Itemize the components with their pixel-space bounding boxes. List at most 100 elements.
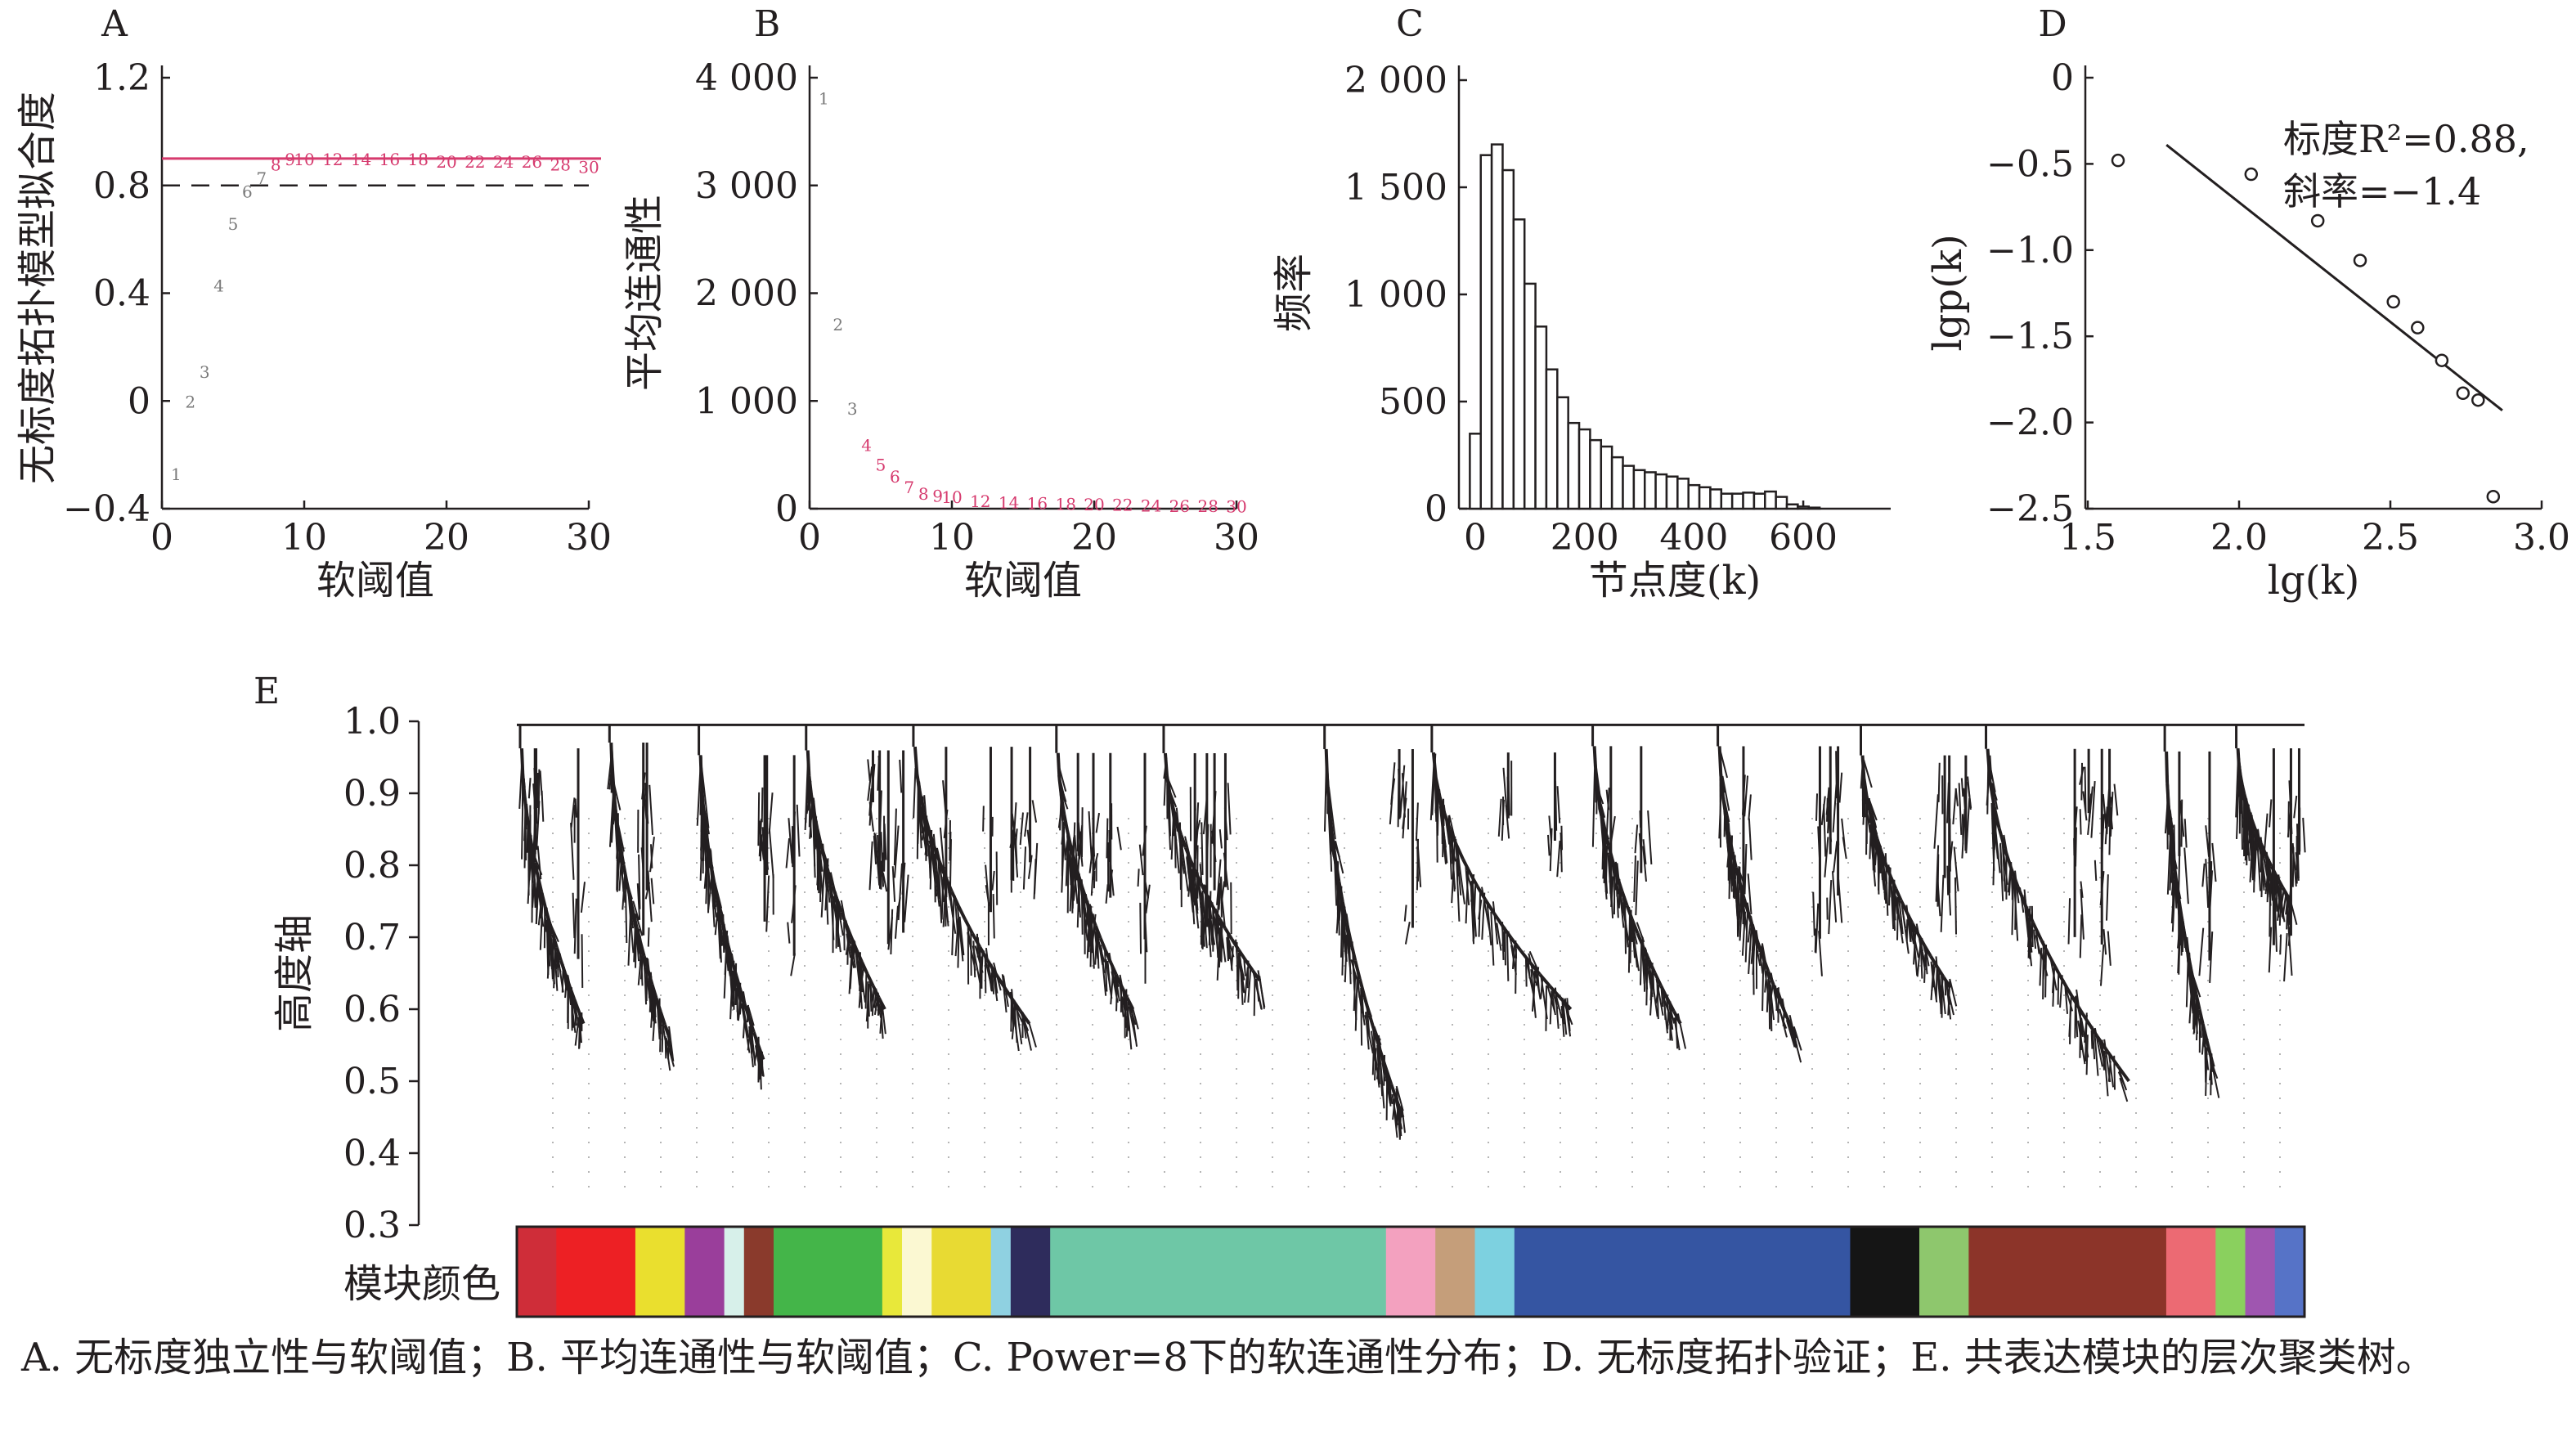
dendrogram-leaf xyxy=(1451,839,1456,892)
dendrogram-leaf xyxy=(1106,818,1109,859)
dendrogram-leaf xyxy=(746,1004,749,1023)
dendrogram-leaf xyxy=(1353,972,1357,1012)
module-color-segment xyxy=(2165,1227,2216,1317)
dendrogram-leaf xyxy=(2090,1030,2094,1049)
dendrogram-leaf xyxy=(871,986,875,1017)
dendrogram-leaf xyxy=(1946,782,1950,824)
dendrogram-leaf xyxy=(1024,812,1029,837)
dendrogram-leaf xyxy=(1656,976,1659,1020)
dendrogram-branch xyxy=(2197,1008,2205,1025)
dendrogram-leaf xyxy=(901,862,906,895)
dendrogram-leaf xyxy=(949,839,952,888)
module-color-segment xyxy=(2274,1227,2305,1317)
module-color-segment xyxy=(1474,1227,1515,1317)
dendrogram-cluster xyxy=(1985,725,2130,1102)
dendrogram-leaf xyxy=(758,1047,765,1077)
dendrogram-leaf xyxy=(1841,818,1846,847)
dendrogram-leaf xyxy=(648,976,653,1012)
dendrogram-leaf xyxy=(661,1016,666,1040)
histogram-bar xyxy=(1556,396,1569,510)
dendrogram-leaf xyxy=(1990,783,1998,801)
dendrogram-leaf xyxy=(1952,788,1957,825)
dendrogram-leaf xyxy=(1647,810,1653,865)
dendrogram-leaf xyxy=(1074,835,1079,889)
dendrogram-leaf xyxy=(1954,877,1958,935)
dendrogram-leaf xyxy=(2268,859,2273,901)
dendrogram-leaf xyxy=(536,772,539,809)
dendrogram-leaf xyxy=(2067,898,2071,945)
dendrogram-leaf xyxy=(1196,845,1199,896)
dendrogram-leaf xyxy=(1078,824,1084,860)
dendrogram-leaf xyxy=(1173,812,1178,837)
dendrogram-leaf xyxy=(647,927,650,947)
dendrogram-leaf xyxy=(1946,865,1950,896)
dendrogram-leaf xyxy=(2201,863,2206,887)
dendrogram-leaf xyxy=(843,922,846,951)
dendrogram-leaf xyxy=(574,1017,580,1046)
x-axis-label: 软阈值 xyxy=(964,558,1082,604)
dendrogram-leaf xyxy=(608,790,615,847)
data-point-label: 20 xyxy=(436,152,456,172)
dendrogram-leaf xyxy=(666,1029,671,1060)
dendrogram-leaf xyxy=(2107,1061,2112,1082)
dendrogram-leaf xyxy=(580,882,586,913)
dendrogram-leaf xyxy=(1456,848,1465,905)
dendrogram-leaf xyxy=(1868,797,1871,824)
dendrogram-leaf xyxy=(2113,783,2119,816)
dendrogram-leaf xyxy=(1815,793,1819,821)
dendrogram-leaf xyxy=(1524,957,1528,987)
dendrogram-leaf xyxy=(1088,844,1094,873)
dendrogram-leaf xyxy=(758,818,762,857)
histogram-bar xyxy=(1567,421,1581,510)
dendrogram-leaf xyxy=(608,767,613,790)
data-point-label: 24 xyxy=(1141,496,1161,515)
data-point-label: 10 xyxy=(294,150,314,169)
dendrogram-leaf xyxy=(1380,1062,1385,1109)
data-point xyxy=(2244,167,2259,182)
dendrogram-branch xyxy=(1538,973,1551,988)
dendrogram-leaf xyxy=(1011,813,1016,837)
dendrogram-cluster xyxy=(1717,725,1847,1063)
dendrogram-leaf xyxy=(1089,922,1093,967)
dendrogram-leaf xyxy=(1181,845,1189,891)
dendrogram-branch xyxy=(1483,899,1496,914)
dendrogram-leaf xyxy=(2252,832,2257,853)
dendrogram-leaf xyxy=(2269,882,2272,937)
dendrogram-leaf xyxy=(607,757,613,790)
dendrogram-leaf xyxy=(984,954,987,994)
dendrogram-leaf xyxy=(1897,896,1904,935)
data-point-label: 22 xyxy=(464,152,485,172)
dendrogram-leaf xyxy=(707,878,713,910)
data-point-label: 28 xyxy=(550,155,570,174)
dendrogram-leaf xyxy=(1595,778,1599,815)
dendrogram-leaf xyxy=(1125,1001,1129,1037)
data-point-label: 12 xyxy=(322,150,343,169)
dendrogram-leaf xyxy=(828,875,834,914)
dendrogram-leaf xyxy=(846,933,849,965)
dendrogram-cluster xyxy=(607,725,675,1071)
y-tick-label: 0.9 xyxy=(343,773,401,815)
dendrogram-leaf xyxy=(1540,976,1544,999)
dendrogram-cluster xyxy=(2235,725,2306,982)
dendrogram-leaf xyxy=(1566,998,1571,1032)
dendrogram-leaf xyxy=(1100,947,1107,996)
dendrogram-leaf xyxy=(1138,844,1144,876)
module-color-segment xyxy=(1385,1227,1436,1317)
module-color-segment xyxy=(2245,1227,2276,1317)
dendrogram-leaf xyxy=(1504,927,1506,966)
dendrogram-leaf xyxy=(1660,986,1664,1008)
dendrogram-leaf xyxy=(2091,1026,2096,1060)
dendrogram-leaf xyxy=(1761,962,1765,1012)
histogram-bar xyxy=(1709,488,1723,510)
dendrogram-leaf xyxy=(2108,818,2112,855)
dendrogram-branch xyxy=(1250,969,1262,981)
dendrogram-leaf xyxy=(1924,954,1928,975)
dendrogram-leaf xyxy=(1638,833,1642,855)
dendrogram-leaf xyxy=(1744,913,1748,963)
histogram-bar xyxy=(1501,168,1515,510)
dendrogram-leaf xyxy=(2094,1030,2099,1076)
dendrogram-leaf xyxy=(2269,799,2273,828)
x-tick-label: 600 xyxy=(1769,517,1838,559)
dendrogram-leaf xyxy=(705,844,709,905)
dendrogram-leaf xyxy=(1935,845,1940,902)
